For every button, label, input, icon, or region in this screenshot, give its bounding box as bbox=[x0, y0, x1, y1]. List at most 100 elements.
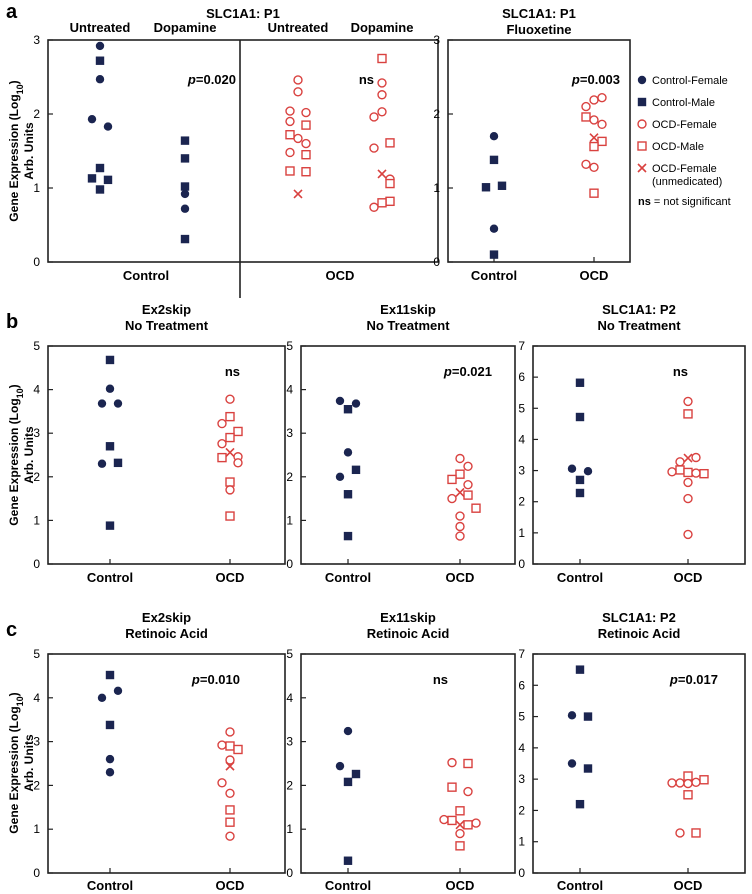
panel-subtitle: No Treatment bbox=[597, 318, 681, 333]
control-male-point bbox=[343, 856, 353, 865]
ocd-female-point bbox=[285, 106, 295, 116]
x-axis-label: Control bbox=[325, 878, 371, 893]
y-tick-label: 5 bbox=[33, 647, 40, 661]
y-label-text: Gene Expression (Log bbox=[7, 94, 21, 221]
series-ocd bbox=[667, 771, 709, 838]
legend-item: OCD-Male bbox=[637, 141, 704, 153]
ocd-male-point bbox=[301, 149, 311, 160]
ocd-male-point bbox=[225, 511, 235, 521]
y-tick-label: 0 bbox=[518, 866, 525, 880]
x-axis-label: OCD bbox=[580, 268, 609, 283]
p-symbol: p bbox=[191, 672, 200, 687]
x-axis-label: Control bbox=[557, 570, 603, 585]
y-tick-label: 2 bbox=[33, 778, 40, 792]
y-tick-label: 0 bbox=[33, 866, 40, 880]
x-axis-label: OCD bbox=[446, 570, 475, 585]
x-axis-label: OCD bbox=[216, 878, 245, 893]
control-male-point bbox=[180, 136, 190, 145]
y-tick-label: 7 bbox=[518, 647, 525, 661]
control-male-point bbox=[113, 458, 123, 468]
panel-letter: c bbox=[6, 619, 17, 641]
control-male-point bbox=[180, 182, 190, 191]
y-tick-label: 5 bbox=[518, 710, 525, 724]
x-axis-label: Control bbox=[87, 878, 133, 893]
x-axis-label: Control bbox=[325, 570, 371, 585]
control-male-point bbox=[351, 465, 361, 475]
control-male-point bbox=[343, 490, 353, 499]
ocd-male-point bbox=[385, 178, 395, 189]
ocd-female-point bbox=[377, 78, 387, 88]
control-female-point bbox=[335, 761, 345, 771]
x-axis-label: OCD bbox=[216, 570, 245, 585]
control-male-point bbox=[95, 56, 105, 65]
ocd-female-point bbox=[233, 458, 243, 468]
control-female-point bbox=[105, 768, 115, 777]
ocd-female-point bbox=[691, 468, 701, 478]
control-male-point bbox=[575, 412, 585, 422]
subgroup-label: Dopamine bbox=[154, 20, 217, 35]
y-tick-label: 1 bbox=[518, 835, 525, 849]
series-control bbox=[567, 665, 593, 809]
ns-definition: = not significant bbox=[651, 196, 731, 208]
panel-subtitle: Retinoic Acid bbox=[598, 626, 681, 641]
ocd-male-point bbox=[675, 465, 685, 475]
y-tick-label: 7 bbox=[518, 339, 525, 353]
ocd-female-point bbox=[225, 831, 235, 841]
control-female-point bbox=[489, 224, 499, 233]
ocd-female-point bbox=[447, 757, 457, 768]
subgroup-label: Untreated bbox=[268, 20, 329, 35]
x-axis-label: OCD bbox=[674, 878, 703, 893]
ocd-female-point bbox=[225, 485, 235, 495]
y-label-subscript: 10 bbox=[15, 696, 25, 706]
ocd-female-point bbox=[597, 119, 607, 130]
ocd-male-point bbox=[589, 141, 599, 152]
ocd-female-point bbox=[293, 133, 303, 144]
control-female-point bbox=[335, 396, 345, 406]
control-female-point bbox=[335, 472, 345, 481]
significance-label: p=0.003 bbox=[571, 72, 620, 87]
y-tick-label: 4 bbox=[33, 691, 40, 705]
y-tick-label: 2 bbox=[518, 803, 525, 817]
ocd-male-point bbox=[463, 758, 473, 769]
y-tick-label: 5 bbox=[286, 647, 293, 661]
ocd-female-point bbox=[377, 90, 387, 100]
control-male-point bbox=[343, 777, 353, 787]
panel-title: SLC1A1: P2 bbox=[602, 302, 676, 317]
p-symbol: p bbox=[443, 364, 452, 379]
legend-label: OCD-Female bbox=[652, 119, 717, 131]
ocd-female-point bbox=[285, 116, 295, 127]
ocd-female-point bbox=[463, 461, 473, 472]
y-tick-label: 3 bbox=[33, 735, 40, 749]
control-male-point bbox=[575, 488, 585, 498]
ocd-male-point bbox=[471, 503, 481, 513]
y-tick-label: 5 bbox=[518, 401, 525, 415]
series-control bbox=[97, 670, 123, 777]
significance-label: p=0.021 bbox=[443, 364, 492, 379]
y-axis-label: Gene Expression (Log10)Arb. Units bbox=[7, 384, 36, 525]
y-tick-label: 2 bbox=[433, 107, 440, 121]
plot-frame bbox=[532, 345, 746, 565]
y-tick-label: 0 bbox=[518, 557, 525, 571]
control-male-point bbox=[343, 531, 353, 541]
ocd-male-point bbox=[285, 166, 295, 176]
p-value: =0.021 bbox=[452, 364, 492, 379]
control-male-point bbox=[87, 174, 97, 183]
legend-item: OCD-Female bbox=[637, 119, 717, 131]
y-tick-label: 3 bbox=[518, 464, 525, 478]
ocd-male-point bbox=[455, 806, 465, 816]
ocd-male-point bbox=[225, 432, 235, 443]
ocd-female-point bbox=[225, 727, 235, 737]
y-tick-label: 3 bbox=[286, 426, 293, 440]
control-female-point bbox=[637, 75, 647, 85]
control-female-point bbox=[343, 726, 353, 736]
y-tick-label: 1 bbox=[433, 181, 440, 195]
p-value: =0.020 bbox=[196, 72, 236, 87]
y-label-text: Gene Expression (Log bbox=[7, 398, 21, 525]
significance-label: ns bbox=[359, 72, 374, 87]
legend-label: OCD-Male bbox=[652, 141, 704, 153]
series-control bbox=[567, 378, 593, 498]
y-tick-label: 2 bbox=[33, 107, 40, 121]
x-axis-label: OCD bbox=[326, 268, 355, 283]
legend-ns-note: ns = not significant bbox=[638, 196, 731, 208]
ocd-female-point bbox=[285, 147, 295, 158]
